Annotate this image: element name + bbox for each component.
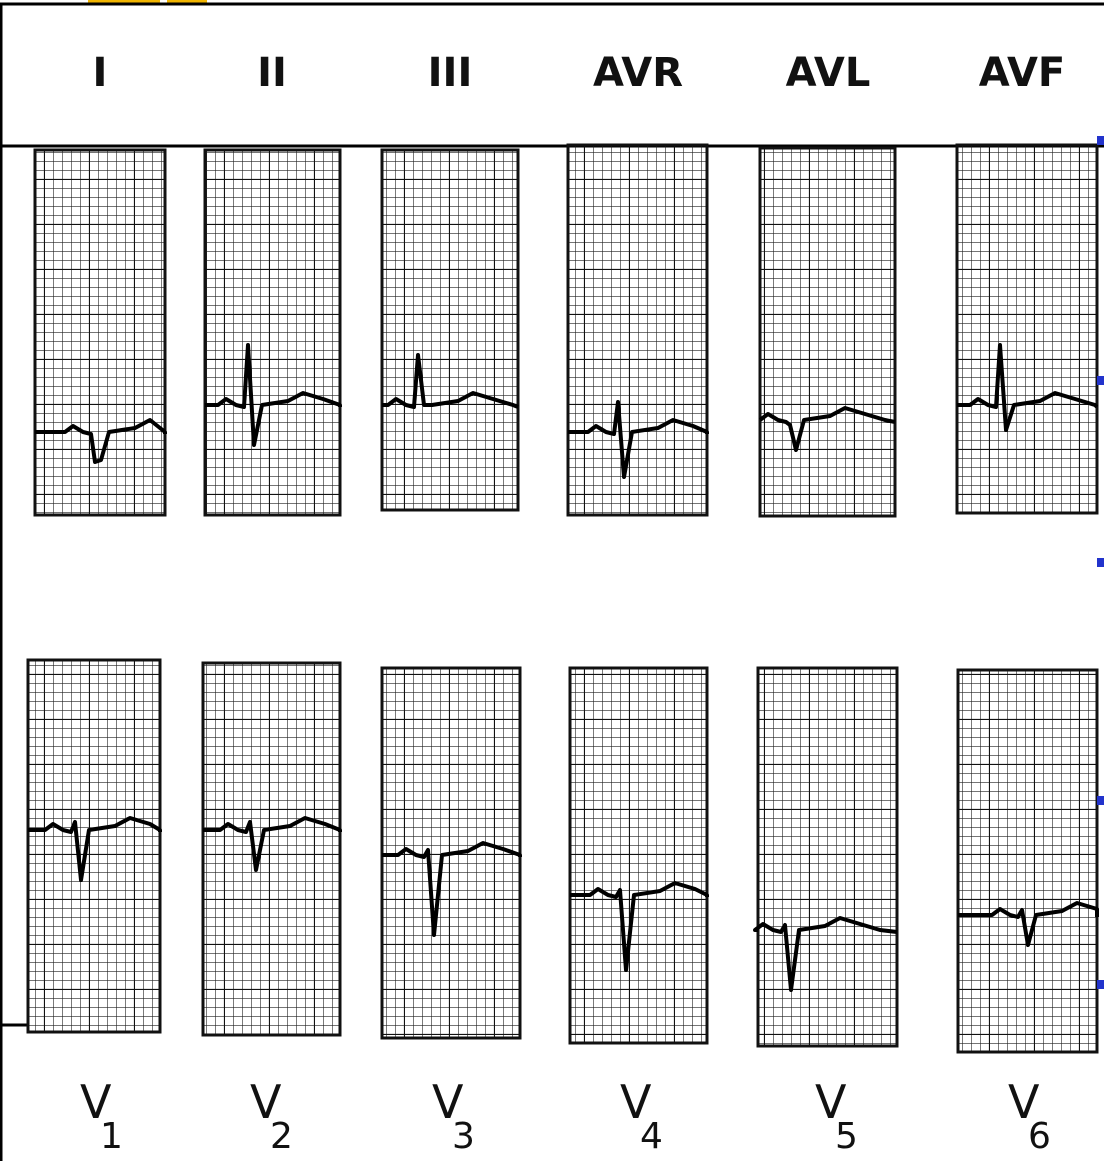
grid-major [758, 668, 897, 1046]
ecg-strip [760, 148, 895, 516]
lead-subscript: 3 [452, 1116, 475, 1157]
ecg-strip [205, 150, 340, 515]
grid-major [205, 150, 340, 515]
grid-major [382, 150, 518, 510]
lead-label: III [428, 50, 473, 96]
ecg-strip [957, 145, 1097, 513]
lead-label: AVR [593, 50, 683, 96]
ecg-strip [570, 668, 707, 1043]
lead-label: I [93, 50, 108, 96]
ecg-strip [382, 150, 518, 510]
grid-major [203, 663, 340, 1035]
lead-subscript: 6 [1028, 1116, 1051, 1157]
grid-major [958, 670, 1097, 1052]
grid-major [957, 145, 1097, 513]
ecg-figure: IIIIIIAVRAVLAVFV1V2V3V4V5V6 [0, 0, 1104, 1161]
lead-label: II [257, 50, 287, 96]
ecg-strip [28, 660, 160, 1032]
ecg-strip [958, 670, 1097, 1052]
lead-subscript: 5 [835, 1116, 858, 1157]
ecg-strip [568, 145, 707, 515]
lead-subscript: 1 [100, 1116, 123, 1157]
lead-label: AVL [786, 50, 871, 96]
grid-major [568, 145, 707, 515]
grid-major [570, 668, 707, 1043]
ecg-strip [382, 668, 520, 1038]
grid-major [760, 148, 895, 516]
lead-label: AVF [979, 50, 1066, 96]
lead-subscript: 2 [270, 1116, 293, 1157]
lead-subscript: 4 [640, 1116, 663, 1157]
ecg-strip [203, 663, 340, 1035]
grid-major [28, 660, 160, 1032]
ecg-strip [35, 150, 165, 515]
ecg-strip [755, 668, 897, 1046]
